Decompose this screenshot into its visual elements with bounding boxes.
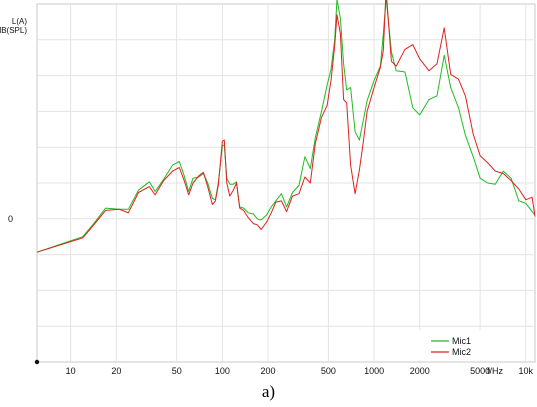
gridlines: [37, 4, 535, 362]
x-tick-label: 2000: [410, 366, 430, 376]
x-tick-label: 10: [66, 366, 76, 376]
legend-label-mic1: Mic1: [452, 336, 471, 346]
x-tick-label: 20: [111, 366, 121, 376]
chart: 10 20 50 100 200 500 1000 2000 5000 10k 0 L(A) dB(…: [0, 0, 536, 376]
x-tick-label: 50: [172, 366, 182, 376]
x-tick-label: 10k: [519, 366, 534, 376]
series-line-mic2: [36, 0, 536, 253]
x-tick-label: 200: [261, 366, 276, 376]
tick-labels: 10 20 50 100 200 500 1000 2000 5000 10k 0: [8, 214, 534, 376]
legend-box: [397, 330, 518, 360]
legend-label-mic2: Mic2: [452, 347, 471, 357]
x-tick-label: 5000: [470, 366, 490, 376]
x-unit-label: f/Hz: [487, 366, 504, 376]
legend: Mic1 Mic2: [397, 330, 518, 360]
origin-dot: [34, 359, 40, 365]
x-tick-label: 500: [321, 366, 336, 376]
series-line-mic1: [36, 0, 536, 253]
y-axis-label-line-1: L(A): [12, 17, 27, 26]
x-tick-label: 100: [215, 366, 230, 376]
y-axis-label-line-2: dB(SPL): [0, 26, 27, 35]
figure-caption: a): [261, 382, 276, 401]
y-tick-label: 0: [8, 214, 13, 224]
x-tick-label: 1000: [364, 366, 384, 376]
series-layer: [36, 0, 536, 253]
